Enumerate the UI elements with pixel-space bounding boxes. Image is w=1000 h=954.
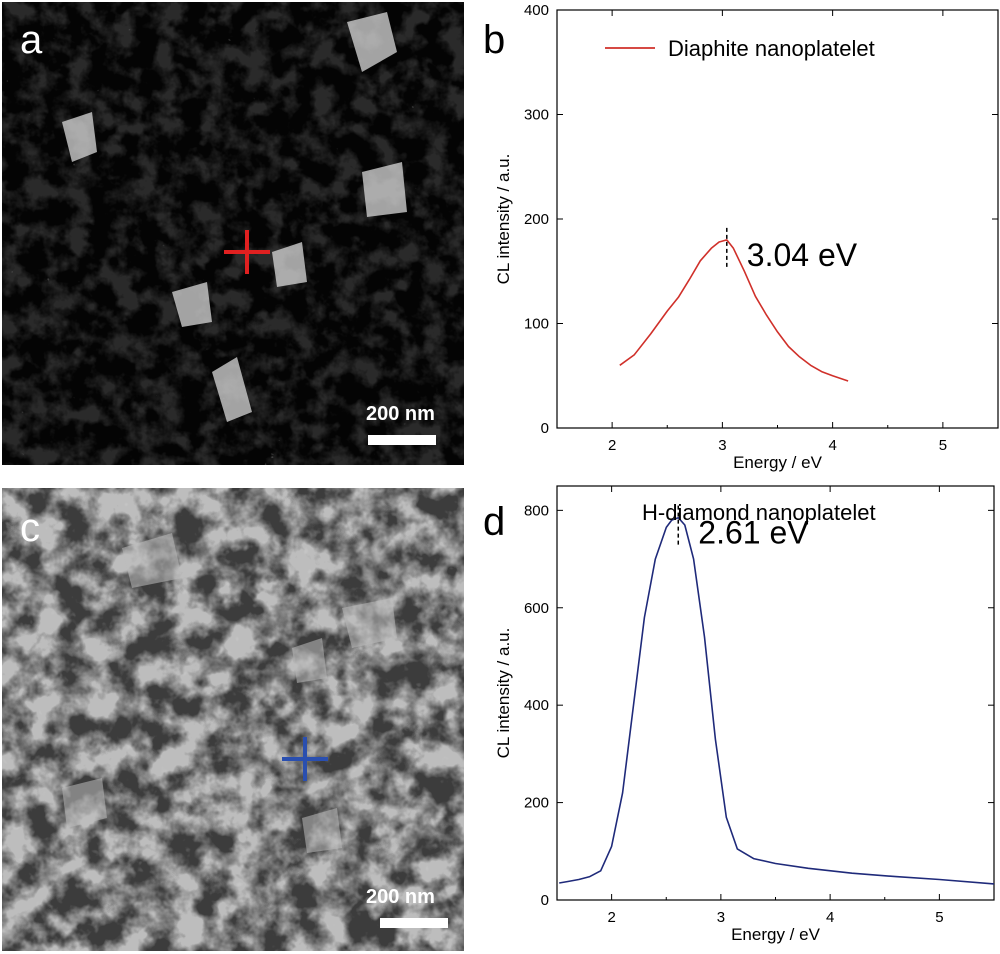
y-tick-label: 200 [524,211,549,228]
x-axis-label: Energy / eV [731,925,820,944]
peak-annotation: 2.61 eV [698,515,809,551]
x-tick-label: 4 [828,437,836,454]
target-marker-a-vertical [245,230,249,274]
y-tick-label: 400 [524,697,549,714]
scale-bar-label-a: 200 nm [366,403,435,425]
sem-texture-a [2,2,464,465]
sem-texture-c [2,488,464,951]
x-tick-label: 3 [717,909,725,926]
cl-spectrum-chart-b: 2 3 4 5 0 100 200 300 400 Energy / eV CL intensity… [494,2,999,472]
scale-bar-label-c: 200 nm [366,886,435,908]
y-tick-label: 200 [524,795,549,812]
scale-bar-c [380,918,448,928]
x-axis-label: Energy / eV [733,453,822,472]
panel-letter-c: c [20,506,40,550]
panel-letter-d: d [483,500,506,544]
series-line [559,516,995,885]
x-tick-label: 3 [718,437,726,454]
plot-frame [556,9,999,429]
x-tick-label: 4 [826,909,834,926]
x-tick-label: 5 [935,909,943,926]
y-axis-label: CL intensity / a.u. [494,628,513,759]
sem-image-c [2,488,464,951]
series-line [619,239,849,382]
legend-label: H-diamond nanoplatelet [642,500,876,525]
peak-annotation: 3.04 eV [747,237,858,273]
scale-bar-a [368,435,436,445]
legend-label: Diaphite nanoplatelet [668,36,875,61]
y-tick-label: 300 [524,107,549,124]
y-tick-label: 600 [524,600,549,617]
y-tick-label: 100 [524,316,549,333]
y-tick-label: 0 [541,420,549,437]
panel-letter-a: a [20,18,43,62]
x-tick-label: 2 [608,437,616,454]
sem-image-a [2,2,464,465]
x-tick-label: 2 [607,909,615,926]
y-axis-label: CL intensity / a.u. [494,154,513,285]
target-marker-c-vertical [303,737,307,781]
y-tick-label: 400 [524,2,549,19]
y-tick-label: 0 [541,892,549,909]
cl-spectrum-chart-d: 2 3 4 5 0 200 400 600 800 Energy / eV CL intensity… [494,485,995,944]
y-tick-label: 800 [524,502,549,519]
x-tick-label: 5 [939,437,947,454]
panel-letter-b: b [483,18,506,62]
